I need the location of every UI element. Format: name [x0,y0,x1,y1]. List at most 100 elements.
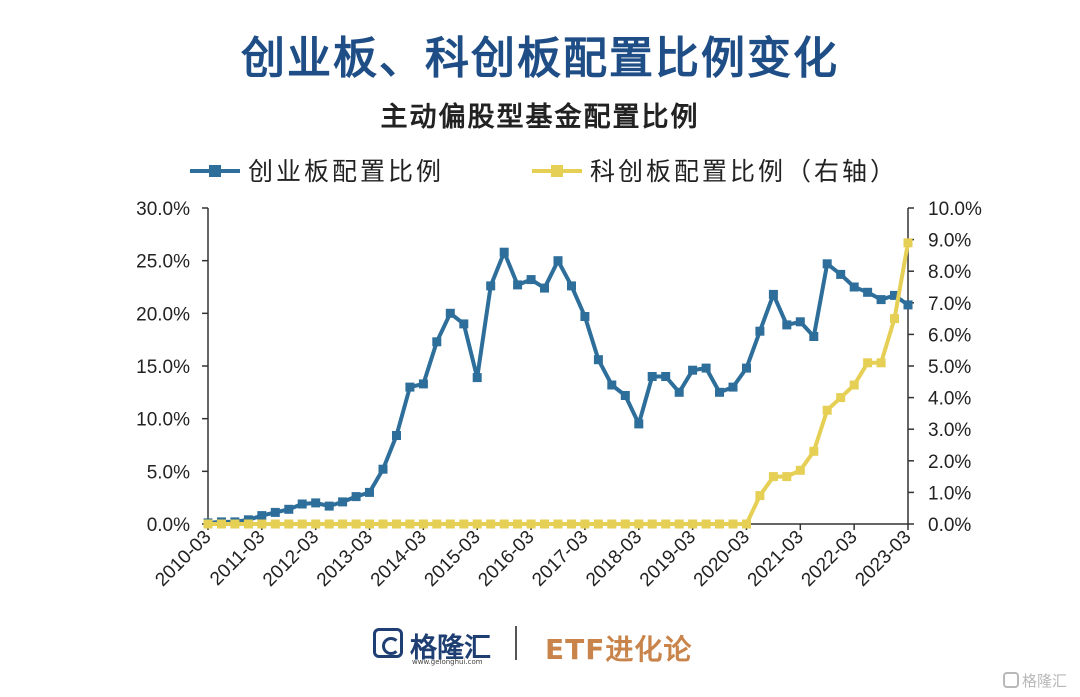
data-point-right [540,519,549,529]
series-line-left [207,250,910,525]
data-point-right [324,519,334,529]
y-left-tick-label: 25.0% [136,252,190,273]
data-point-right [284,519,294,529]
data-point-left [701,363,711,373]
data-point-left [405,382,415,392]
data-point-right [634,519,644,529]
data-point-left [768,289,778,299]
y-right-tick-label: 7.0% [928,294,971,315]
data-point-right [297,519,307,529]
data-point-right [661,519,671,529]
data-point-left [782,320,792,330]
data-point-right [890,314,899,324]
data-point-left [607,380,617,390]
data-point-left [580,312,590,321]
legend-item-left-series: 创业板配置比例 [190,157,444,186]
footer: 格隆汇 www.gelonghui.com ETF进化论 [0,620,1080,670]
data-point-left [620,391,630,400]
data-point-right [701,519,711,529]
page-headline: 创业板、科创板配置比例变化 [241,33,839,84]
column-name: ETF进化论 [545,633,693,666]
data-point-left [661,372,671,381]
data-point-left [526,275,536,285]
y-right-tick-label: 1.0% [928,483,971,504]
data-point-right [768,472,778,482]
data-point-left [849,282,859,292]
data-point-left [270,507,280,517]
brand-name: 格隆汇 [410,633,491,664]
y-right-tick-label: 2.0% [928,452,971,473]
data-point-right [459,519,469,529]
data-point-right [257,519,267,529]
data-point-right [378,519,388,529]
x-tick-label: 2020-03 [690,527,754,591]
data-point-left [876,295,886,305]
data-point-right [795,465,805,475]
y-right-tick-label: 0.0% [928,515,971,536]
data-point-right [728,519,738,529]
data-point-left [392,431,401,440]
y-right-tick-label: 4.0% [928,389,971,410]
data-point-left [284,504,294,514]
x-tick-label: 2012-03 [259,527,323,591]
legend-label-right: 科创板配置比例（右轴） [590,157,898,186]
watermark-icon [1003,672,1019,688]
y-left-tick-label: 20.0% [136,304,190,325]
x-tick-label: 2011-03 [206,527,269,590]
data-point-left [459,319,469,329]
line-chart: 主动偏股型基金配置比例 创业板配置比例 科创板配置比例（右轴） 0.0% 5.0%… [136,101,982,591]
data-point-right [311,519,321,529]
data-point-right [472,519,482,529]
data-point-right [903,238,913,248]
x-tick-label: 2019-03 [636,527,700,591]
data-point-left [365,487,374,497]
data-point-left [418,379,428,389]
data-point-right [499,519,509,529]
data-point-left [593,355,603,365]
data-point-right [553,519,563,529]
data-point-left [836,269,846,279]
data-point-left [513,280,523,290]
data-point-right [567,519,576,529]
watermark-text: 格隆汇 [1022,672,1068,690]
data-point-right [405,519,415,529]
data-point-left [715,387,724,397]
data-point-left [445,308,455,318]
data-point-right [513,519,523,529]
data-point-left [688,365,698,375]
data-point-left [903,300,913,310]
legend-label-left: 创业板配置比例 [248,157,444,186]
y-left-tick-label: 30.0% [136,199,190,220]
legend-marker-right [551,165,563,177]
data-point-right [486,519,496,529]
x-tick-label: 2021-03 [744,527,808,591]
y-right-tick-label: 3.0% [928,420,971,441]
data-point-right [203,519,213,529]
data-point-left [324,501,334,511]
plot-area [203,238,913,529]
data-point-right [418,519,428,529]
data-point-right [849,380,859,390]
data-point-left [378,464,388,474]
data-point-left [472,373,482,383]
footer-divider [515,626,517,660]
data-point-left [338,497,348,507]
x-tick-label: 2016-03 [474,527,538,591]
data-point-right [755,491,765,501]
data-point-right [351,519,361,529]
x-tick-label: 2014-03 [367,527,431,591]
data-point-left [863,287,873,297]
data-point-left [567,281,576,291]
y-left-tick-label: 10.0% [136,410,190,431]
gelonghui-logo-icon [373,628,403,658]
data-point-right [445,519,455,529]
data-point-right [243,519,253,529]
y-right-tick-label: 10.0% [928,199,982,220]
data-point-right [392,519,401,529]
x-tick-label: 2018-03 [582,527,646,591]
data-point-left [634,419,644,429]
data-point-right [876,358,886,368]
y-left-tick-label: 5.0% [147,462,190,483]
legend-item-right-series: 科创板配置比例（右轴） [532,157,898,186]
data-point-left [890,290,899,300]
